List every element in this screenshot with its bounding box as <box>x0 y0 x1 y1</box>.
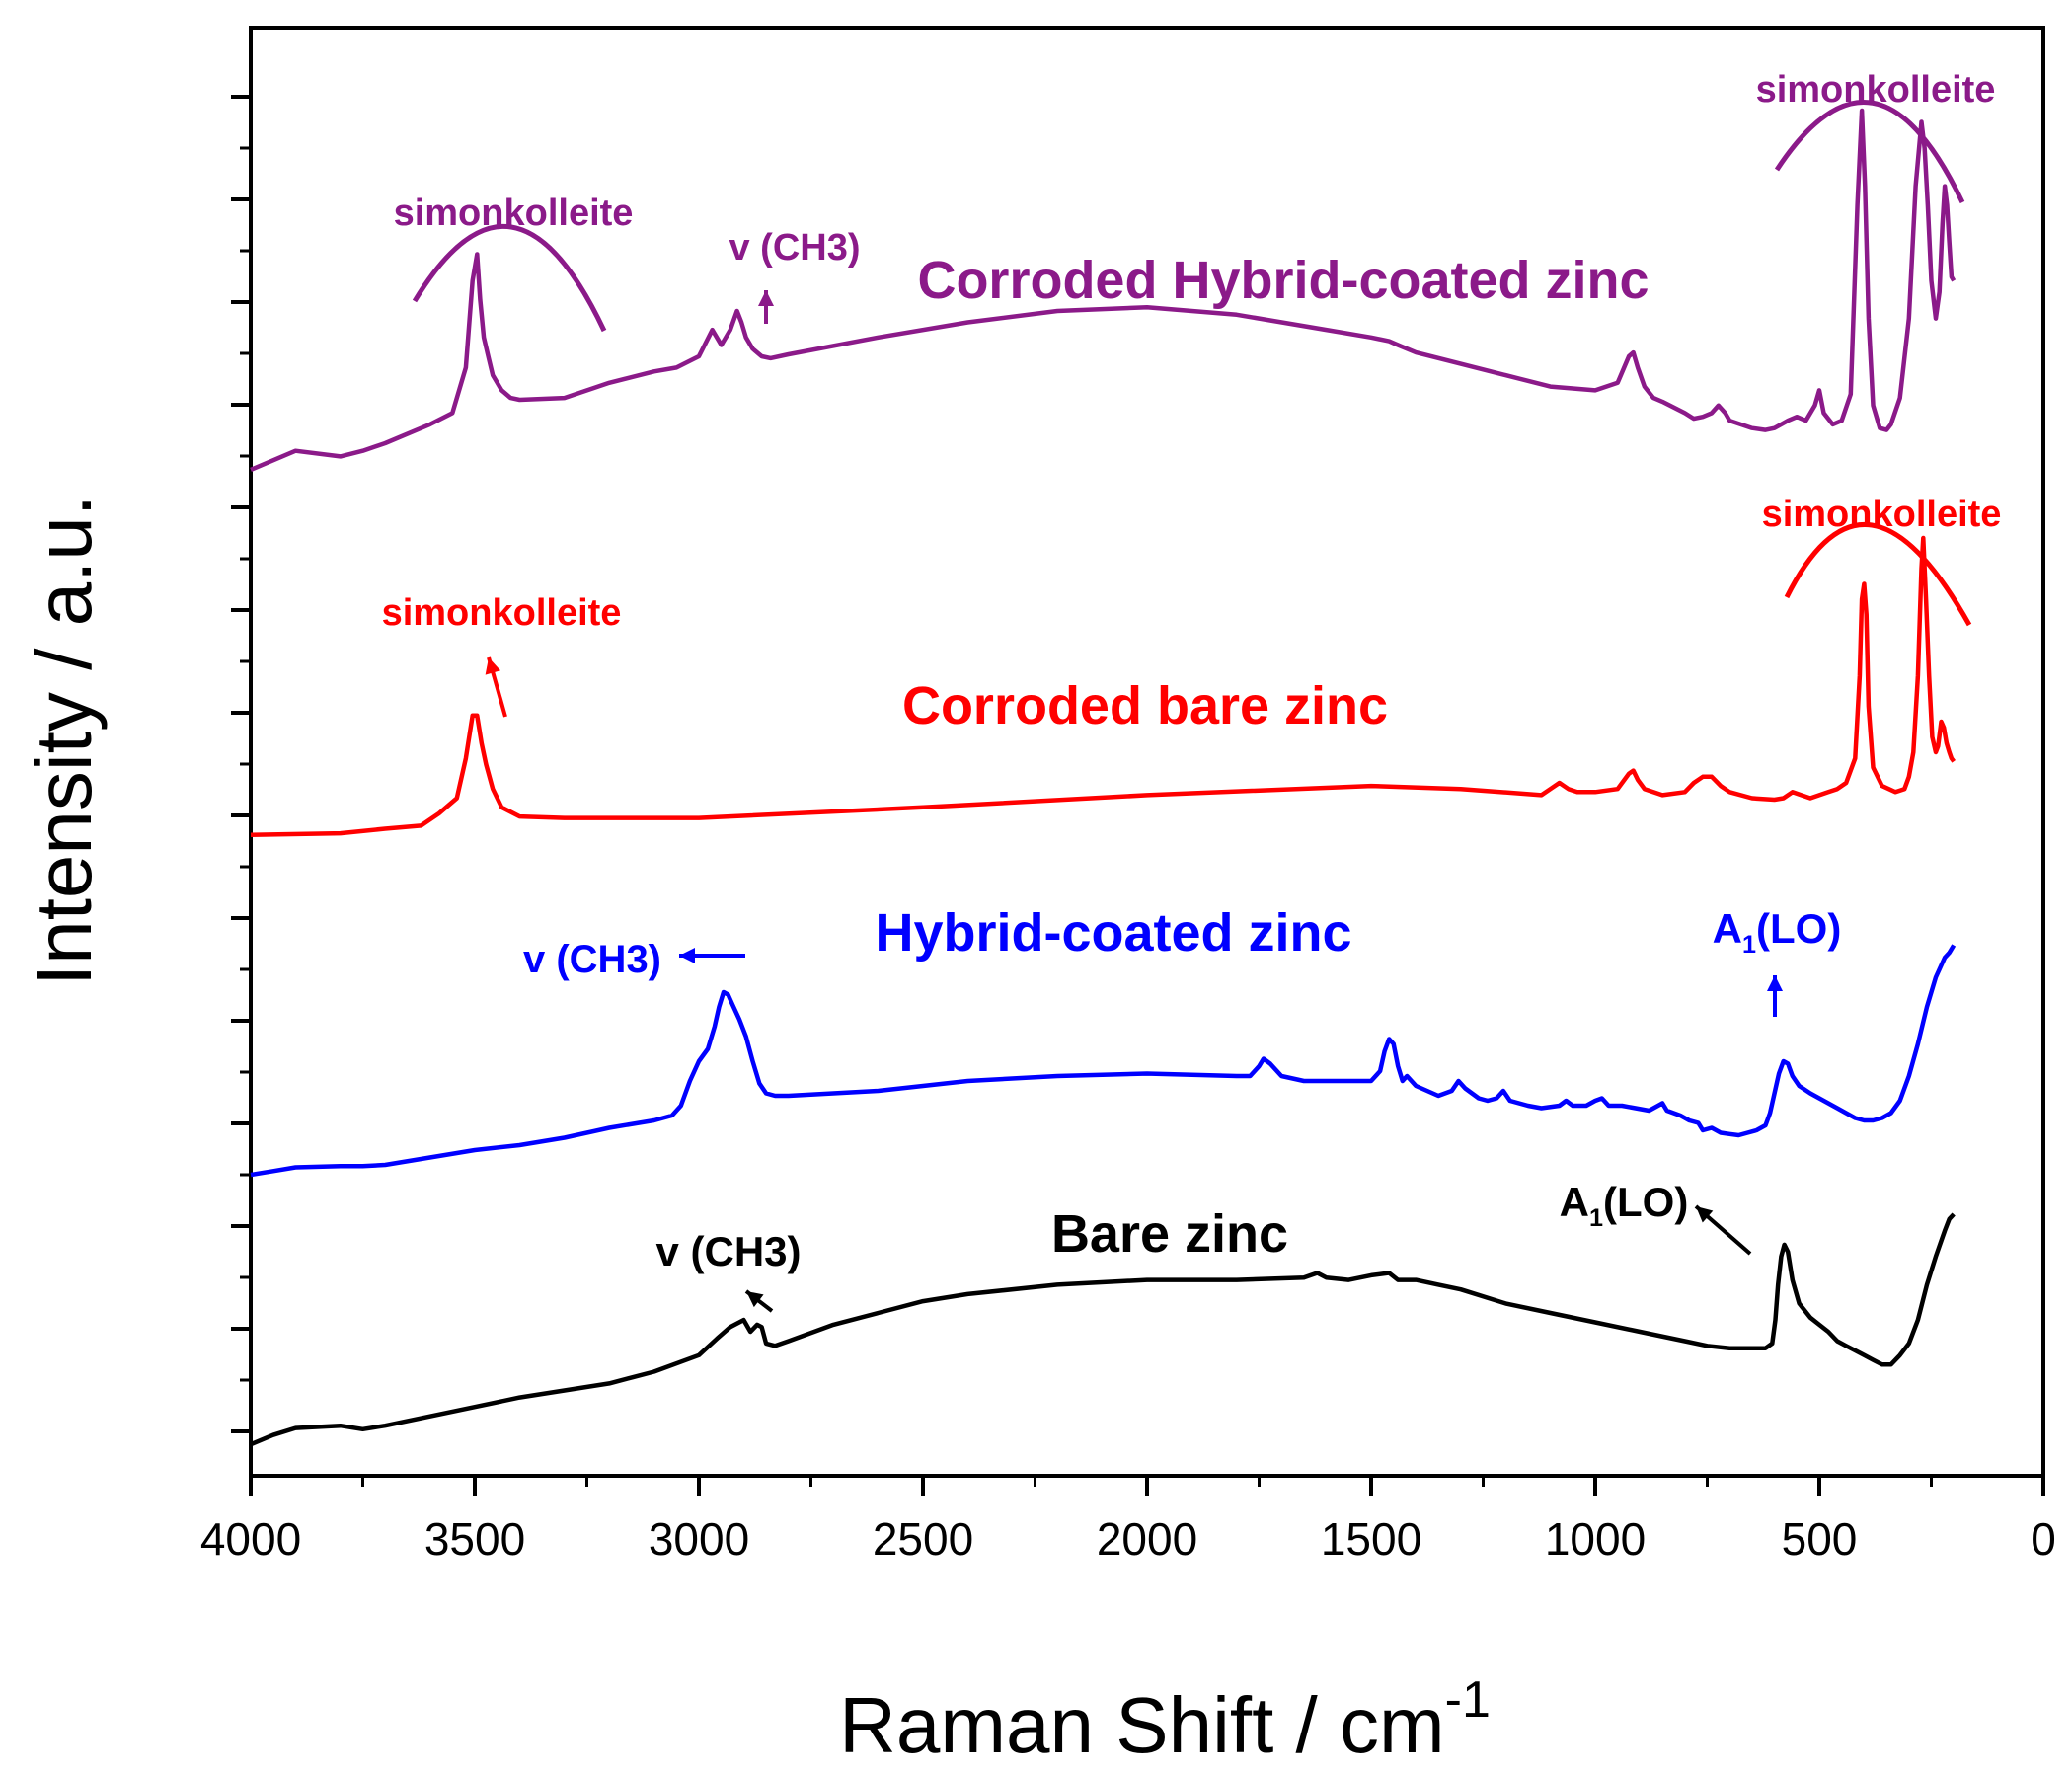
series-label: Corroded Hybrid-coated zinc <box>917 251 1649 310</box>
x-tick-label: 500 <box>1782 1513 1858 1565</box>
annotation-arrowhead <box>679 948 695 963</box>
y-axis-label: Intensity / a.u. <box>20 495 108 986</box>
series-line-1 <box>250 535 1957 837</box>
annotation-label: simonkolleite <box>382 592 622 634</box>
x-tick-label: 1000 <box>1545 1513 1646 1565</box>
annotation-arrowhead <box>485 657 501 675</box>
series-label: Hybrid-coated zinc <box>875 903 1351 962</box>
x-axis-ticks: 4000 3500 3000 2500 2000 1500 1000 500 0 <box>200 1476 2056 1565</box>
series-label: Bare zinc <box>1051 1204 1288 1264</box>
annotation-arrowhead <box>758 290 774 306</box>
x-tick-label: 3500 <box>424 1513 525 1565</box>
x-axis-label-exponent: -1 <box>1445 1671 1491 1729</box>
x-tick-label: 2500 <box>873 1513 973 1565</box>
annotation-arc <box>412 223 607 333</box>
annotation-arc <box>1784 522 1972 627</box>
series-label: Corroded bare zinc <box>902 676 1388 735</box>
x-axis-label: Raman Shift / cm-1 <box>839 1671 1491 1769</box>
x-tick-label: 1500 <box>1321 1513 1421 1565</box>
y-axis-ticks <box>231 95 251 1433</box>
x-tick-label: 3000 <box>649 1513 749 1565</box>
annotation-label: v (CH3) <box>523 938 661 981</box>
x-tick-label: 0 <box>2031 1513 2056 1565</box>
series-line-0 <box>250 108 1957 472</box>
annotation-arc <box>1774 99 1965 204</box>
x-tick-label: 2000 <box>1097 1513 1197 1565</box>
annotation-arrowhead <box>746 1291 764 1308</box>
annotation-label: A1(LO) <box>1713 905 1842 959</box>
annotation-label: v (CH3) <box>655 1228 801 1274</box>
series-labels: Corroded Hybrid-coated zinc Corroded bare… <box>875 251 1649 1264</box>
series-line-2 <box>250 944 1957 1178</box>
series-lines <box>250 108 1957 1447</box>
annotation-arrowhead <box>1696 1206 1714 1223</box>
x-tick-label: 4000 <box>200 1513 301 1565</box>
annotation-label: A1(LO) <box>1560 1179 1689 1232</box>
annotation-arrowhead <box>1767 975 1783 991</box>
annotation-label: v (CH3) <box>729 227 860 269</box>
series-line-3 <box>250 1212 1956 1447</box>
